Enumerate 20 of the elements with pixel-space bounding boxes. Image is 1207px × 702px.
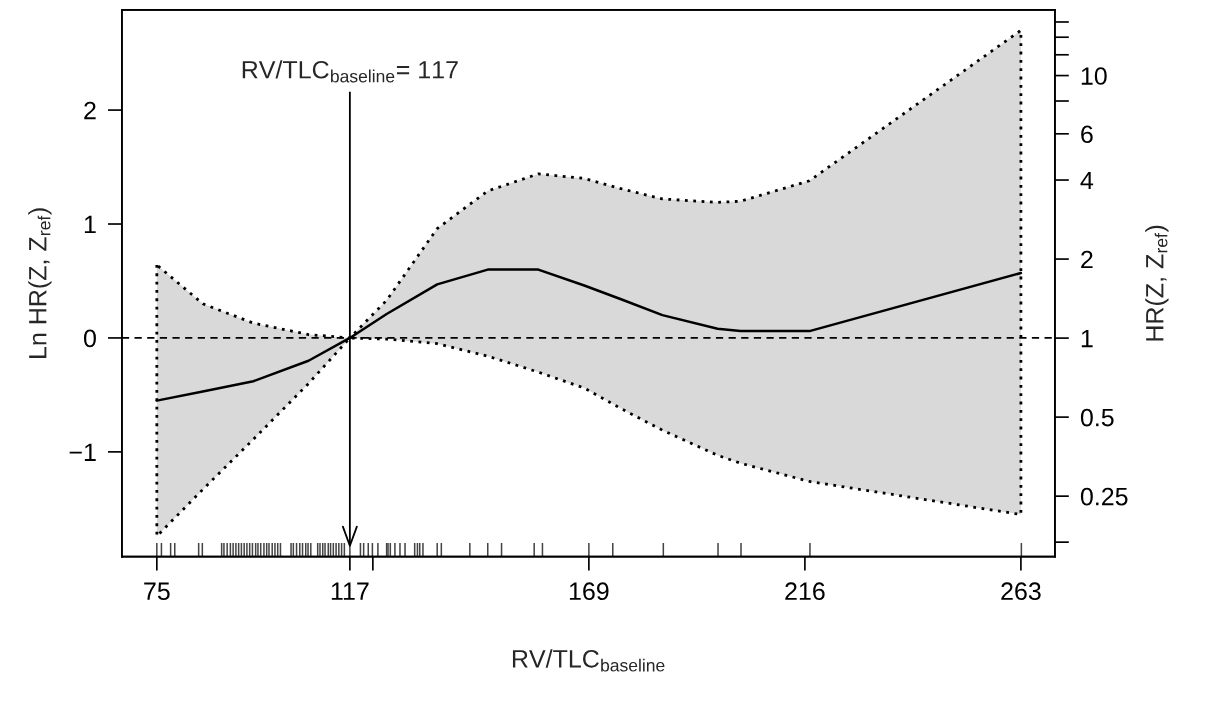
y-tick-label: 1 [84, 215, 96, 234]
y-tick-label: 0 [83, 329, 96, 348]
y-tick-label: −1 [69, 443, 96, 461]
y2-tick-label: 0.25 [1080, 487, 1128, 506]
annotation: RV/TLC$_{baseline}$= 117 [242, 60, 458, 83]
y2-tick-label: 10 [1081, 67, 1107, 85]
y2-tick-label: 6 [1081, 125, 1093, 144]
y2-tick-label: 4 [1080, 171, 1094, 190]
x-tick-label: 169 [569, 582, 609, 601]
y2-axis-title: HR(Z, Z$_{ref}$) [1145, 225, 1169, 341]
y-axis-title: Ln HR(Z, Z$_{ref}$) [28, 208, 52, 358]
x-axis-title: RV/TLC$_{baseline}$ [512, 649, 665, 672]
x-tick-label: 75 [144, 582, 170, 601]
x-tick-label: 263 [1001, 582, 1041, 601]
x-tick-label: 216 [785, 582, 825, 601]
x-tick-label: 117 [331, 582, 369, 600]
y2-tick-label: 1 [1081, 329, 1093, 348]
y2-tick-label: 2 [1081, 250, 1093, 269]
y-tick-label: 2 [84, 101, 96, 120]
y2-tick-label: 0.5 [1080, 408, 1114, 427]
